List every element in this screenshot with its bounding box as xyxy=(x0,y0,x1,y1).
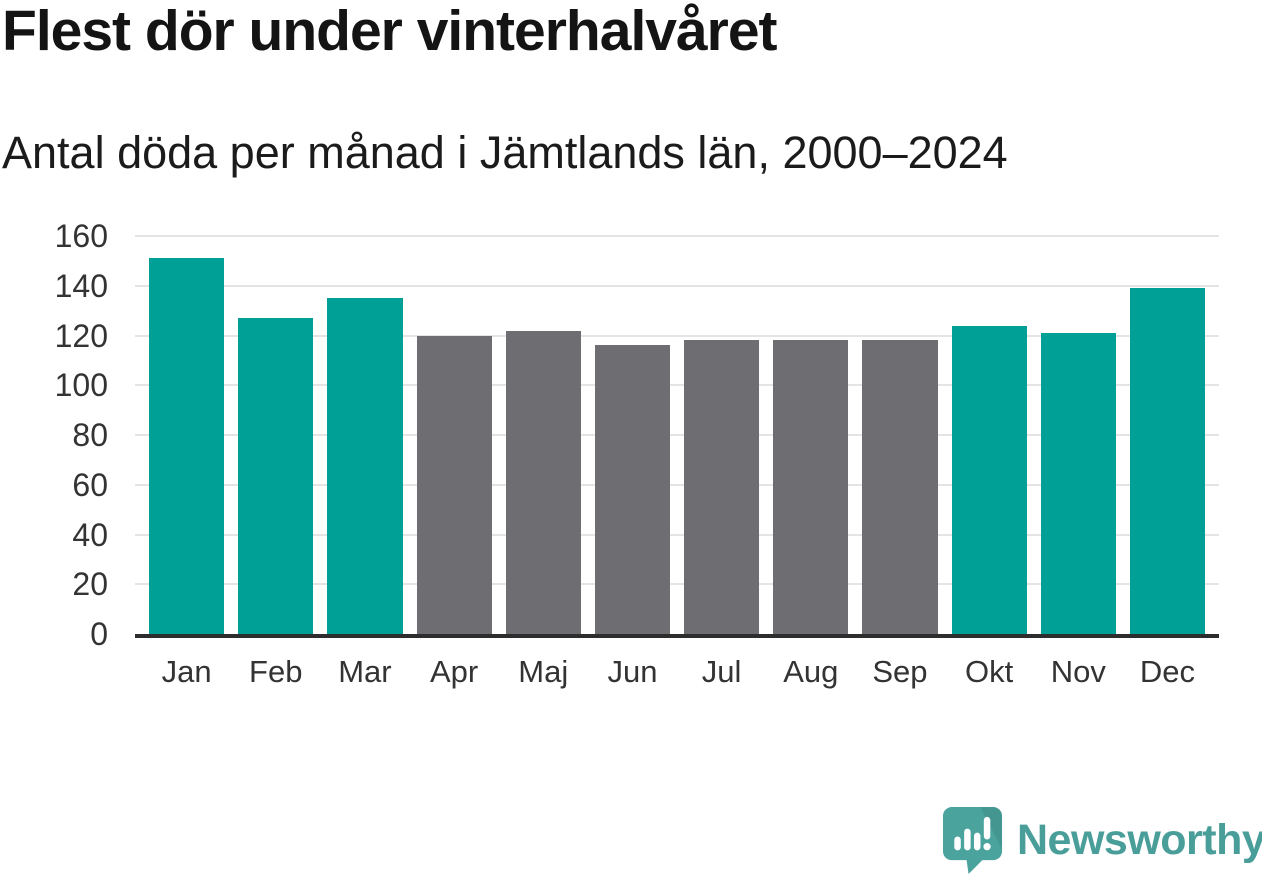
x-axis-tick-labels: Jan Feb Mar Apr Maj Jun Jul Aug Sep Okt Nov Dec xyxy=(135,656,1219,687)
bar-aug xyxy=(773,340,849,634)
x-axis-tick-label-jul: Jul xyxy=(701,654,742,689)
x-axis-tick-label-nov: Nov xyxy=(1050,654,1106,689)
bar-mar xyxy=(327,298,403,634)
x-axis-tick-label-jun: Jun xyxy=(607,654,658,689)
bar-feb xyxy=(238,318,314,634)
x-axis-tick-label-feb: Feb xyxy=(249,654,303,689)
y-axis-tick-label-80: 80 xyxy=(72,417,108,453)
gridline-100 xyxy=(135,384,1219,387)
y-axis-tick-label-160: 160 xyxy=(54,218,108,254)
bar-dec xyxy=(1129,288,1206,634)
y-axis-tick-label-20: 20 xyxy=(72,566,108,603)
chart-title: Flest dör under vinterhalvåret xyxy=(2,0,778,63)
gridline-60 xyxy=(135,483,1219,486)
x-axis-tick-label-sep: Sep xyxy=(872,654,928,689)
brand-name: Newsworthy xyxy=(1017,815,1262,864)
y-axis-tick-label-100: 100 xyxy=(54,367,108,404)
x-axis-tick-label-okt: Okt xyxy=(965,654,1014,689)
bar-jun xyxy=(594,345,671,634)
gridline-80 xyxy=(135,434,1219,436)
x-axis-tick-label-mar: Mar xyxy=(338,654,392,689)
y-axis-tick-label-40: 40 xyxy=(72,516,108,553)
bar-jul xyxy=(684,340,760,634)
x-axis-tick-label-dec: Dec xyxy=(1139,654,1196,689)
newsworthy-speech-bubble-bars-icon xyxy=(942,807,1003,874)
gridline-160 xyxy=(135,235,1219,237)
x-axis-tick-label-aug: Aug xyxy=(783,654,839,689)
bars xyxy=(135,236,1219,634)
x-axis-tick-label-jan: Jan xyxy=(161,654,212,689)
y-axis-tick-label-0: 0 xyxy=(90,616,108,652)
bar-apr xyxy=(416,335,492,634)
y-axis-tick-label-60: 60 xyxy=(72,466,108,503)
bar-nov xyxy=(1040,333,1116,634)
bar-maj xyxy=(505,330,581,634)
bar-sep xyxy=(862,340,938,634)
bar-okt xyxy=(951,325,1027,634)
gridline-140 xyxy=(135,284,1219,287)
gridline-40 xyxy=(135,533,1219,536)
bar-chart-plot-area: 0 20 40 60 80 100 120 140 160 Jan Feb Mar Apr Maj Jun… xyxy=(55,220,1219,687)
x-axis-tick-label-maj: Maj xyxy=(518,654,569,689)
gridline-20 xyxy=(135,583,1219,586)
gridline-120 xyxy=(135,334,1219,337)
chart-subtitle: Antal döda per månad i Jämtlands län, 20… xyxy=(2,127,1008,178)
y-axis-tick-label-140: 140 xyxy=(54,267,108,304)
bar-jan xyxy=(149,258,225,634)
y-axis-tick-label-120: 120 xyxy=(54,317,108,354)
x-axis-tick-label-apr: Apr xyxy=(429,654,479,689)
x-axis-line xyxy=(135,634,1219,638)
newsworthy-logo: Newsworthy xyxy=(941,806,1262,874)
